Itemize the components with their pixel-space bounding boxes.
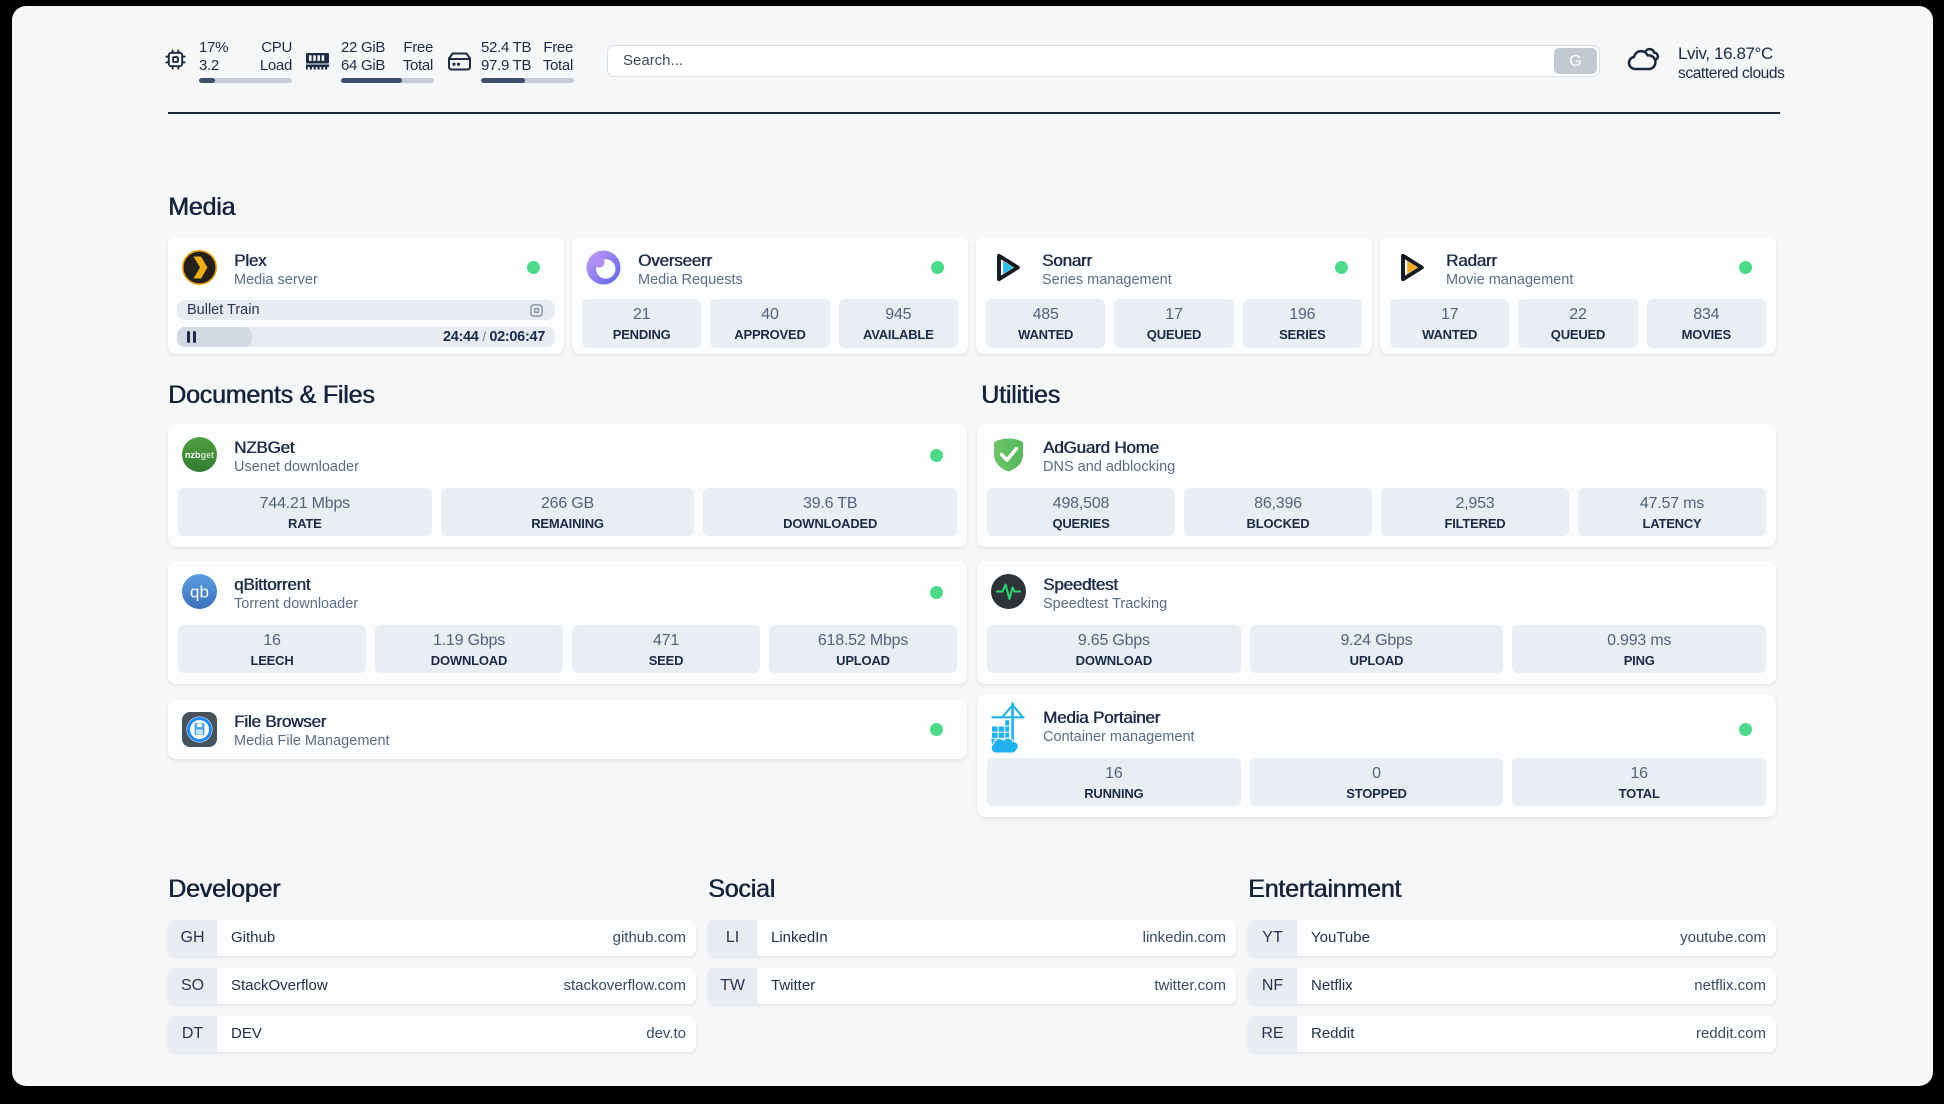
svg-text:qb: qb — [190, 583, 209, 602]
svg-text:nzbget: nzbget — [185, 450, 214, 460]
